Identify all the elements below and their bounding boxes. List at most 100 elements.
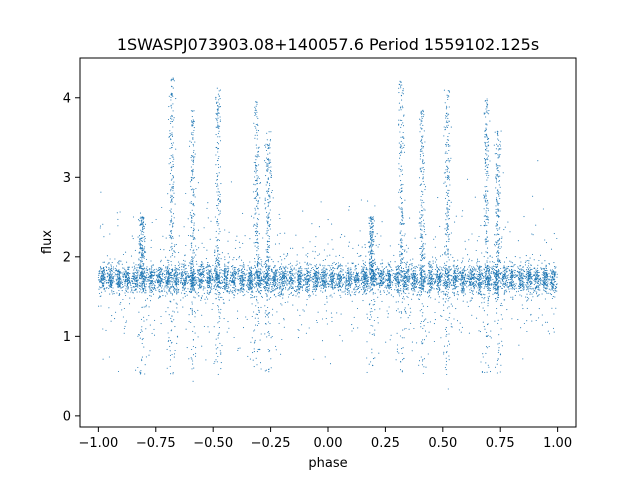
data-point xyxy=(272,284,274,286)
data-point xyxy=(145,286,147,288)
data-point xyxy=(337,277,339,279)
data-point xyxy=(523,288,525,290)
data-point xyxy=(136,277,138,279)
data-point xyxy=(380,276,382,278)
data-point xyxy=(412,258,414,260)
data-point xyxy=(310,264,312,266)
data-point xyxy=(287,267,289,269)
data-point xyxy=(510,280,512,283)
data-point xyxy=(463,266,466,268)
data-point xyxy=(547,285,549,287)
data-point xyxy=(524,264,526,266)
data-point xyxy=(502,279,504,281)
data-point xyxy=(158,268,160,271)
data-point xyxy=(174,269,176,271)
data-point xyxy=(462,277,464,279)
data-point xyxy=(485,282,487,284)
data-point xyxy=(99,276,102,278)
data-point xyxy=(411,274,413,276)
data-point xyxy=(507,276,509,278)
data-point xyxy=(335,263,337,265)
data-point xyxy=(175,289,177,291)
data-point xyxy=(163,278,165,280)
data-point xyxy=(528,273,530,275)
data-point xyxy=(224,267,226,269)
data-point xyxy=(448,283,450,285)
data-point xyxy=(281,267,283,269)
data-point xyxy=(432,256,434,258)
data-point xyxy=(536,267,538,269)
data-point xyxy=(555,271,557,273)
data-point xyxy=(421,260,423,262)
data-point xyxy=(181,275,184,277)
data-point xyxy=(231,272,233,274)
data-point xyxy=(469,270,471,272)
data-point xyxy=(264,270,266,273)
data-point xyxy=(355,289,357,291)
data-point xyxy=(229,277,232,279)
data-point xyxy=(465,269,467,272)
data-point xyxy=(275,288,277,290)
data-point xyxy=(224,282,226,284)
data-point xyxy=(227,283,229,285)
data-point xyxy=(505,280,507,283)
data-point xyxy=(156,274,158,276)
data-point xyxy=(388,276,390,278)
data-point xyxy=(547,280,549,282)
data-point xyxy=(149,271,151,273)
data-point xyxy=(221,276,223,278)
data-point xyxy=(145,283,147,285)
data-point xyxy=(543,269,545,271)
data-point xyxy=(134,285,136,287)
data-point xyxy=(323,274,325,276)
data-point xyxy=(537,284,539,287)
data-point xyxy=(166,293,168,295)
data-point xyxy=(279,268,281,270)
data-point xyxy=(349,286,351,288)
data-point xyxy=(226,268,228,270)
data-point xyxy=(450,268,453,270)
data-point xyxy=(325,275,327,277)
data-point xyxy=(425,276,428,278)
data-point xyxy=(176,290,178,292)
data-point xyxy=(297,285,299,287)
data-point xyxy=(388,280,390,282)
data-point xyxy=(176,278,178,280)
data-point xyxy=(236,277,238,279)
data-point xyxy=(115,270,118,272)
data-point xyxy=(493,275,496,277)
data-point xyxy=(203,270,205,272)
data-point xyxy=(454,269,456,271)
data-point xyxy=(513,274,515,276)
data-point xyxy=(413,279,415,281)
data-point xyxy=(446,284,449,286)
data-point xyxy=(412,274,414,276)
data-point xyxy=(550,275,552,277)
data-point xyxy=(183,259,185,261)
data-point xyxy=(448,278,450,280)
data-point xyxy=(281,290,283,292)
data-point xyxy=(199,275,201,277)
data-point xyxy=(223,287,225,289)
data-point xyxy=(521,273,523,275)
data-point xyxy=(294,277,296,279)
data-point xyxy=(117,274,119,276)
data-point xyxy=(149,289,151,291)
data-point xyxy=(438,286,440,288)
data-point xyxy=(356,274,359,276)
data-point xyxy=(185,267,187,269)
data-point xyxy=(377,289,379,291)
data-point xyxy=(164,290,166,292)
data-point xyxy=(488,283,490,286)
data-point xyxy=(266,260,268,262)
data-point xyxy=(452,291,454,293)
data-point xyxy=(126,261,128,263)
data-point xyxy=(509,285,511,287)
data-point xyxy=(298,284,300,286)
data-point xyxy=(384,286,386,289)
data-point xyxy=(173,289,175,291)
data-point xyxy=(240,275,242,277)
data-point xyxy=(477,266,479,268)
data-point xyxy=(479,273,481,275)
data-point xyxy=(99,281,101,284)
